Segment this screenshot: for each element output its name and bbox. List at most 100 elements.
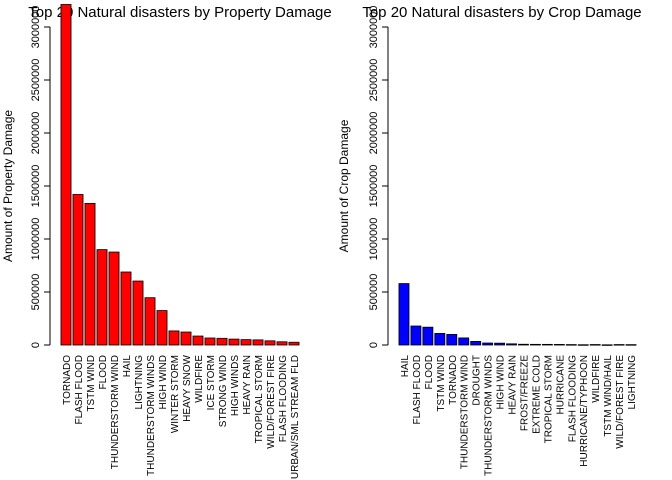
crop-bar <box>398 283 410 346</box>
property-bar <box>156 310 168 346</box>
property-category-label: TORNADO <box>62 355 73 405</box>
property-y-tick-label: 0 <box>30 342 42 348</box>
property-category-label: FLOOD <box>98 355 109 389</box>
property-y-tick-label: 3000000 <box>30 6 42 49</box>
property-category-label: ICE STORM <box>206 355 217 410</box>
crop-bar <box>482 342 494 346</box>
crop-bar <box>589 344 601 346</box>
crop-damage-panel: Top 20 Natural disasters by Crop Damage … <box>337 4 642 476</box>
crop-category-label: HURRICANE <box>555 355 566 415</box>
property-category-label: STRONG WIND <box>218 355 229 427</box>
property-category-label: TROPICAL STORM <box>254 355 265 443</box>
crop-y-tick-label: 1500000 <box>368 165 380 208</box>
property-bar <box>192 335 204 346</box>
crop-x-tick-labels: HAIL FLASH FLOOD FLOOD TSTM WIND TORNADO THUN… <box>400 355 638 476</box>
crop-y-tick-label: 1000000 <box>368 218 380 261</box>
crop-y-ticks: 0 500000 1000000 1500000 2000000 2500000 30000… <box>368 6 388 348</box>
crop-bar <box>530 343 541 346</box>
property-bar <box>240 339 252 346</box>
crop-bar <box>553 344 565 346</box>
property-y-tick-label: 2000000 <box>30 112 42 155</box>
property-category-label: HAIL <box>122 355 133 378</box>
crop-category-label: TORNADO <box>448 355 459 405</box>
property-category-label: FLASH FLOODING <box>278 355 289 442</box>
property-bar <box>264 340 276 346</box>
property-y-tick-label: 2500000 <box>30 59 42 102</box>
property-damage-panel: Top 20 Natural disasters by Property Dam… <box>1 4 332 479</box>
property-bar <box>288 341 300 346</box>
property-category-label: TSTM WIND <box>86 355 97 412</box>
crop-category-label: THUNDERSTORM WIND <box>460 355 471 469</box>
crop-category-label: WILDFIRE <box>591 355 602 403</box>
crop-bar <box>422 326 434 346</box>
crop-category-label: WILD/FOREST FIRE <box>615 355 626 449</box>
crop-bar <box>494 342 505 346</box>
property-y-tick-label: 1000000 <box>30 218 42 261</box>
property-bar <box>228 338 240 346</box>
crop-category-label: TROPICAL STORM <box>543 355 554 443</box>
property-category-label: HEAVY RAIN <box>242 355 253 415</box>
crop-y-tick-label: 2500000 <box>368 59 380 102</box>
crop-bar <box>601 344 613 346</box>
crop-category-label: EXTREME COLD <box>531 355 542 434</box>
crop-bars <box>398 283 637 346</box>
crop-category-label: LIGHTNING <box>627 355 638 410</box>
crop-category-label: HAIL <box>400 355 411 378</box>
property-bar <box>72 194 84 346</box>
crop-bar <box>434 333 446 346</box>
property-category-label: HEAVY SNOW <box>182 354 193 421</box>
property-category-label: WINTER STORM <box>170 355 181 433</box>
crop-bar <box>565 344 577 346</box>
property-category-label: THUNDERSTORM WIND <box>110 355 121 469</box>
crop-bar <box>541 343 553 346</box>
crop-category-label: TSTM WIND/HAIL <box>603 355 614 437</box>
property-category-label: WILDFIRE <box>194 355 205 403</box>
property-bar <box>108 251 120 346</box>
crop-bar <box>458 337 470 346</box>
property-category-label: HIGH WIND <box>158 355 169 409</box>
property-bar <box>132 280 144 346</box>
crop-category-label: FLASH FLOOD <box>412 355 423 424</box>
crop-bar <box>613 344 625 346</box>
property-category-label: LIGHTNING <box>134 355 145 410</box>
crop-y-tick-label: 500000 <box>368 274 380 311</box>
property-category-label: WILD/FOREST FIRE <box>266 355 277 449</box>
property-bar <box>204 337 216 346</box>
crop-category-label: FLASH FLOODING <box>567 355 578 442</box>
property-bar <box>180 331 192 346</box>
crop-y-tick-label: 0 <box>368 342 380 348</box>
property-y-tick-label: 1500000 <box>30 165 42 208</box>
crop-bar <box>446 333 458 346</box>
property-bar <box>216 337 228 346</box>
property-bar <box>96 249 108 346</box>
crop-category-label: HIGH WIND <box>496 355 507 409</box>
crop-bar <box>506 343 517 346</box>
property-category-label: URBAN/SML STREAM FLD <box>290 355 301 479</box>
property-bar <box>84 202 96 346</box>
crop-y-tick-label: 2000000 <box>368 112 380 155</box>
property-bar <box>252 339 264 346</box>
property-x-tick-labels: TORNADO FLASH FLOOD TSTM WIND FLOOD THUNDERS… <box>62 354 301 479</box>
property-bar <box>120 271 132 346</box>
property-category-label: FLASH FLOOD <box>74 355 85 424</box>
property-y-ticks: 0 500000 1000000 1500000 2000000 2500000 30000… <box>30 6 50 348</box>
property-category-label: HIGH WINDS <box>230 355 241 416</box>
property-bars <box>60 4 300 346</box>
crop-category-label: DROUGHT <box>472 355 483 406</box>
property-y-axis-label: Amount of Property Damage <box>1 110 15 262</box>
crop-category-label: HEAVY RAIN <box>508 355 519 415</box>
crop-category-label: TSTM WIND <box>436 355 447 412</box>
property-bar <box>168 330 180 346</box>
property-bar <box>144 297 156 346</box>
crop-bar <box>518 343 529 346</box>
crop-category-label: HURRICANE/TYPHOON <box>579 355 590 467</box>
crop-bar <box>470 341 482 346</box>
crop-chart-title: Top 20 Natural disasters by Crop Damage <box>362 4 641 21</box>
crop-category-label: THUNDERSTORM WINDS <box>484 355 495 476</box>
property-bar <box>276 341 288 346</box>
property-y-tick-label: 500000 <box>30 274 42 311</box>
property-bar <box>60 4 72 346</box>
crop-bar <box>577 344 589 346</box>
crop-category-label: FROST/FREEZE <box>519 355 530 431</box>
